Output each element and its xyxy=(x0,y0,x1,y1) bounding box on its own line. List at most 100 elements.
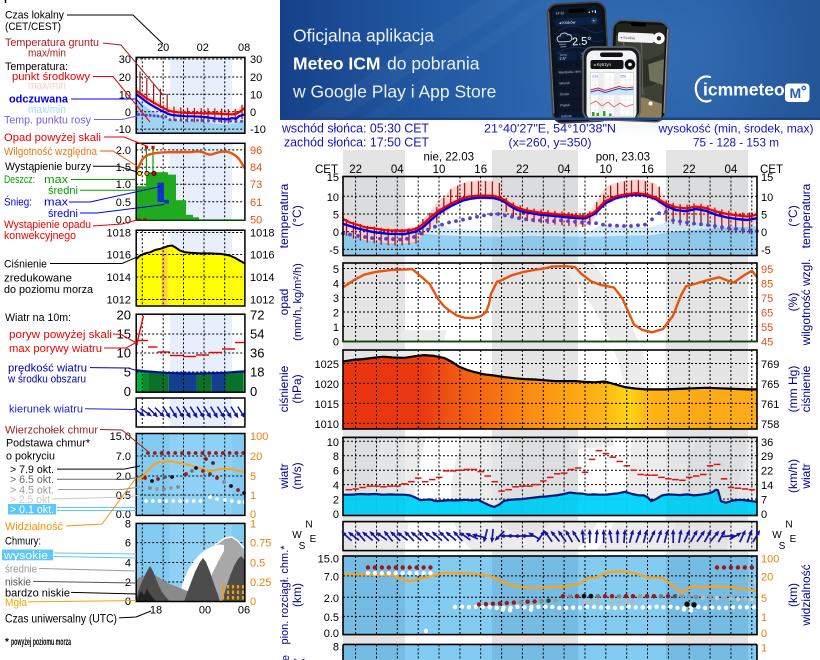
svg-text:0: 0 xyxy=(125,107,131,119)
svg-text:CET: CET xyxy=(315,164,338,176)
svg-text:> 4.5 okt.: > 4.5 okt. xyxy=(10,484,54,496)
svg-text:Śnieg:: Śnieg: xyxy=(4,196,32,209)
svg-text:temperatura: temperatura xyxy=(799,183,813,248)
svg-text:Chmury:: Chmury: xyxy=(5,536,41,548)
svg-text:1016: 1016 xyxy=(107,250,131,262)
svg-text:00: 00 xyxy=(199,605,211,617)
svg-text:wiatr: wiatr xyxy=(277,463,291,489)
svg-text:761: 761 xyxy=(761,399,779,411)
svg-text:Temperatura gruntu: Temperatura gruntu xyxy=(5,37,99,49)
svg-text:(x=260, y=350): (x=260, y=350) xyxy=(509,136,592,150)
svg-text:5: 5 xyxy=(124,365,131,380)
svg-text:1014: 1014 xyxy=(250,272,274,284)
svg-text:100: 100 xyxy=(250,431,268,443)
svg-text:wilgotność wzgl.: wilgotność wzgl. xyxy=(799,259,813,347)
svg-text:(km): (km) xyxy=(290,583,304,607)
svg-text:2: 2 xyxy=(333,495,339,507)
svg-text:(°C): (°C) xyxy=(290,205,304,226)
svg-text:50: 50 xyxy=(250,214,262,226)
svg-text:pion. rozciągł. chm.*: pion. rozciągł. chm.* xyxy=(279,545,291,645)
svg-text:5: 5 xyxy=(333,264,339,276)
svg-text:8: 8 xyxy=(125,519,131,531)
svg-text:1.0: 1.0 xyxy=(116,179,131,191)
svg-text:75: 75 xyxy=(761,293,773,305)
svg-text:04: 04 xyxy=(725,164,738,176)
svg-text:E: E xyxy=(790,534,797,545)
svg-text:20: 20 xyxy=(761,571,773,583)
svg-text:1012: 1012 xyxy=(107,295,131,307)
svg-text:meteo: meteo xyxy=(593,75,602,79)
svg-text:Wystąpienie opadu: Wystąpienie opadu xyxy=(4,219,91,231)
svg-text:0: 0 xyxy=(761,227,767,239)
svg-text:0: 0 xyxy=(250,596,256,608)
svg-text:Piątek: Piątek xyxy=(560,103,570,108)
svg-text:10: 10 xyxy=(433,164,446,176)
svg-text:3: 3 xyxy=(333,293,339,305)
svg-text:(hPa): (hPa) xyxy=(290,374,304,403)
svg-text:Oficjalna aplikacja: Oficjalna aplikacja xyxy=(293,26,434,46)
svg-text:Wtorek: Wtorek xyxy=(559,81,570,86)
svg-text:1016: 1016 xyxy=(250,250,274,262)
svg-text:S: S xyxy=(299,541,306,552)
svg-text:e: e xyxy=(280,655,292,660)
svg-text:w Google Play i App Store: w Google Play i App Store xyxy=(292,82,496,102)
svg-text:S: S xyxy=(779,541,786,552)
svg-text:75 - 128 - 153 m: 75 - 128 - 153 m xyxy=(693,136,779,150)
svg-text:0.5: 0.5 xyxy=(116,490,131,502)
svg-text:max: max xyxy=(44,174,69,186)
svg-text:0: 0 xyxy=(333,509,339,521)
svg-text:*: * xyxy=(5,637,9,648)
svg-text:0: 0 xyxy=(250,509,256,521)
svg-text:10: 10 xyxy=(119,89,131,101)
svg-text:10: 10 xyxy=(327,437,339,449)
svg-text:1025: 1025 xyxy=(315,359,339,371)
svg-text:2.0: 2.0 xyxy=(116,145,131,157)
svg-text:10: 10 xyxy=(327,192,339,204)
svg-text:1: 1 xyxy=(761,642,767,654)
svg-text:30: 30 xyxy=(250,54,262,66)
svg-text:1: 1 xyxy=(333,322,339,334)
svg-text:769: 769 xyxy=(761,359,779,371)
svg-text:20: 20 xyxy=(250,72,262,84)
svg-text:icmmeteo: icmmeteo xyxy=(703,80,785,100)
svg-text:758: 758 xyxy=(761,419,779,431)
svg-text:W: W xyxy=(772,530,782,541)
svg-text:0: 0 xyxy=(333,227,339,239)
svg-text:bardzo niskie: bardzo niskie xyxy=(5,587,70,599)
svg-text:2: 2 xyxy=(333,308,339,320)
svg-text:22: 22 xyxy=(761,466,773,478)
svg-text:1018: 1018 xyxy=(250,228,274,240)
svg-text:04: 04 xyxy=(558,164,571,176)
svg-text:0: 0 xyxy=(761,628,767,640)
svg-text:10: 10 xyxy=(117,346,131,361)
svg-text:15.0: 15.0 xyxy=(110,431,131,443)
svg-text:5: 5 xyxy=(761,210,767,222)
svg-text:0: 0 xyxy=(124,384,131,399)
svg-text:1018: 1018 xyxy=(107,228,131,240)
svg-text:2.0: 2.0 xyxy=(324,593,339,605)
svg-text:96: 96 xyxy=(250,145,262,157)
svg-text:55: 55 xyxy=(761,322,773,334)
svg-text:16: 16 xyxy=(474,164,487,176)
svg-text:95: 95 xyxy=(761,264,773,276)
svg-text:0.0: 0.0 xyxy=(324,628,339,640)
svg-text:wschód słońca: 05:30 CET: wschód słońca: 05:30 CET xyxy=(281,121,429,135)
svg-text:Wystąpienie burzy: Wystąpienie burzy xyxy=(5,161,92,173)
svg-text:(CET/CEST): (CET/CEST) xyxy=(5,21,61,33)
svg-text:◂ Szukaj: ◂ Szukaj xyxy=(620,36,635,41)
svg-text:zachód słońca: 17:50 CET: zachód słońca: 17:50 CET xyxy=(284,136,429,150)
svg-text:29: 29 xyxy=(761,451,773,463)
svg-text:(: ( xyxy=(293,658,305,660)
svg-text:◂ Kraków: ◂ Kraków xyxy=(559,19,576,25)
svg-text:1015: 1015 xyxy=(315,399,339,411)
svg-text:1020: 1020 xyxy=(315,379,339,391)
svg-text:21°40'27"E, 54°10'38"N: 21°40'27"E, 54°10'38"N xyxy=(484,121,616,135)
svg-text:średni: średni xyxy=(48,208,78,220)
svg-text:0.75: 0.75 xyxy=(250,538,271,550)
svg-text:nie, 22.03: nie, 22.03 xyxy=(424,152,475,164)
svg-text:61: 61 xyxy=(250,197,262,209)
svg-text:54: 54 xyxy=(250,327,264,342)
svg-text:14: 14 xyxy=(761,480,773,492)
svg-text:max/min: max/min xyxy=(28,80,66,92)
svg-text:> 7.9 okt.: > 7.9 okt. xyxy=(10,464,54,476)
